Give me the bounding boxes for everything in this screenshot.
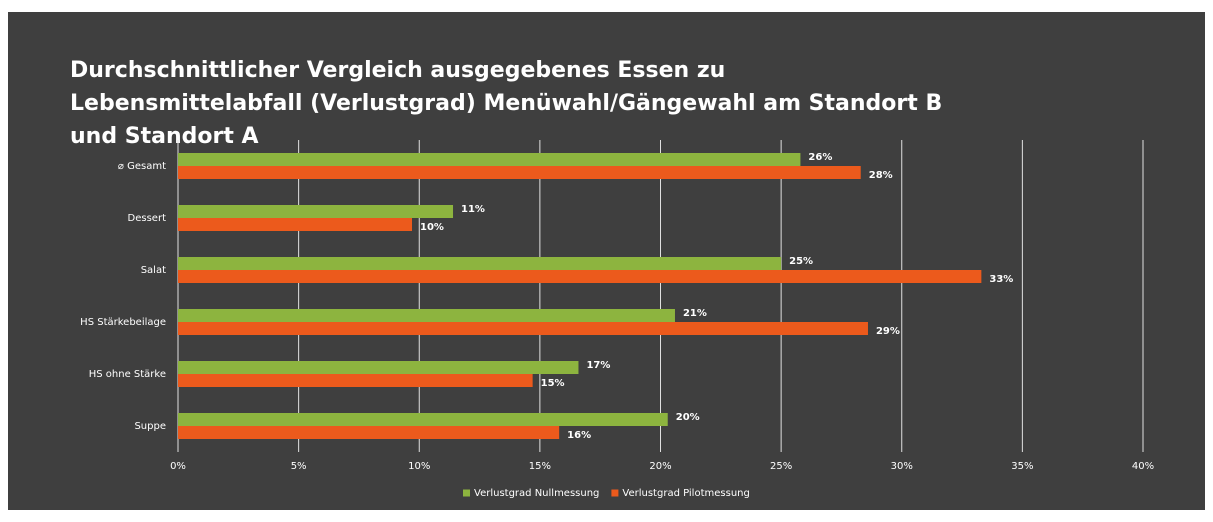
x-tick-label: 40% <box>1132 461 1154 472</box>
data-label: 33% <box>989 274 1013 285</box>
x-tick-label: 5% <box>291 461 307 472</box>
x-tick-label: 35% <box>1011 461 1033 472</box>
y-tick-label: Dessert <box>128 213 167 224</box>
legend-swatch <box>611 489 619 497</box>
data-label: 29% <box>876 326 900 337</box>
data-label: 25% <box>789 256 813 267</box>
y-tick-label: HS ohne Stärke <box>89 369 166 380</box>
bar <box>178 309 675 322</box>
data-label: 17% <box>586 360 610 371</box>
y-tick-label: HS Stärkebeilage <box>80 317 166 328</box>
bar <box>178 166 861 179</box>
bar <box>178 413 668 426</box>
data-label: 16% <box>567 430 591 441</box>
chart: 0% 5% 10% 15% 20% 25% 30% 35% 40% ⌀ Gesamt 26% 28% D… <box>80 140 1154 499</box>
data-label: 28% <box>869 170 893 181</box>
bar <box>178 257 782 270</box>
y-tick-label: ⌀ Gesamt <box>118 161 166 172</box>
data-label: 21% <box>683 308 707 319</box>
data-label: 15% <box>541 378 565 389</box>
x-tick-label: 20% <box>649 461 671 472</box>
chart-title: Durchschnittlicher Vergleich ausgegebene… <box>70 58 943 149</box>
bar <box>178 270 982 283</box>
bar <box>178 374 533 387</box>
chart-panel: Durchschnittlicher Vergleich ausgegebene… <box>8 12 1205 510</box>
data-label: 11% <box>461 204 485 215</box>
x-tick-label: 15% <box>529 461 551 472</box>
x-tick-label: 0% <box>170 461 186 472</box>
x-tick-label: 30% <box>891 461 913 472</box>
bar <box>178 205 454 218</box>
bar <box>178 153 801 166</box>
data-label: 20% <box>676 412 700 423</box>
x-tick-label: 10% <box>408 461 430 472</box>
x-tick-label: 25% <box>770 461 792 472</box>
data-label: 26% <box>808 152 832 163</box>
bar <box>178 361 579 374</box>
legend-label: Verlustgrad Nullmessung <box>474 488 599 499</box>
bar <box>178 218 413 231</box>
bar <box>178 322 868 335</box>
y-tick-label: Suppe <box>134 421 166 432</box>
data-label: 10% <box>420 222 444 233</box>
y-tick-label: Salat <box>141 265 166 276</box>
legend-swatch <box>463 489 470 497</box>
bar <box>178 426 560 439</box>
legend-label: Verlustgrad Pilotmessung <box>622 488 749 499</box>
